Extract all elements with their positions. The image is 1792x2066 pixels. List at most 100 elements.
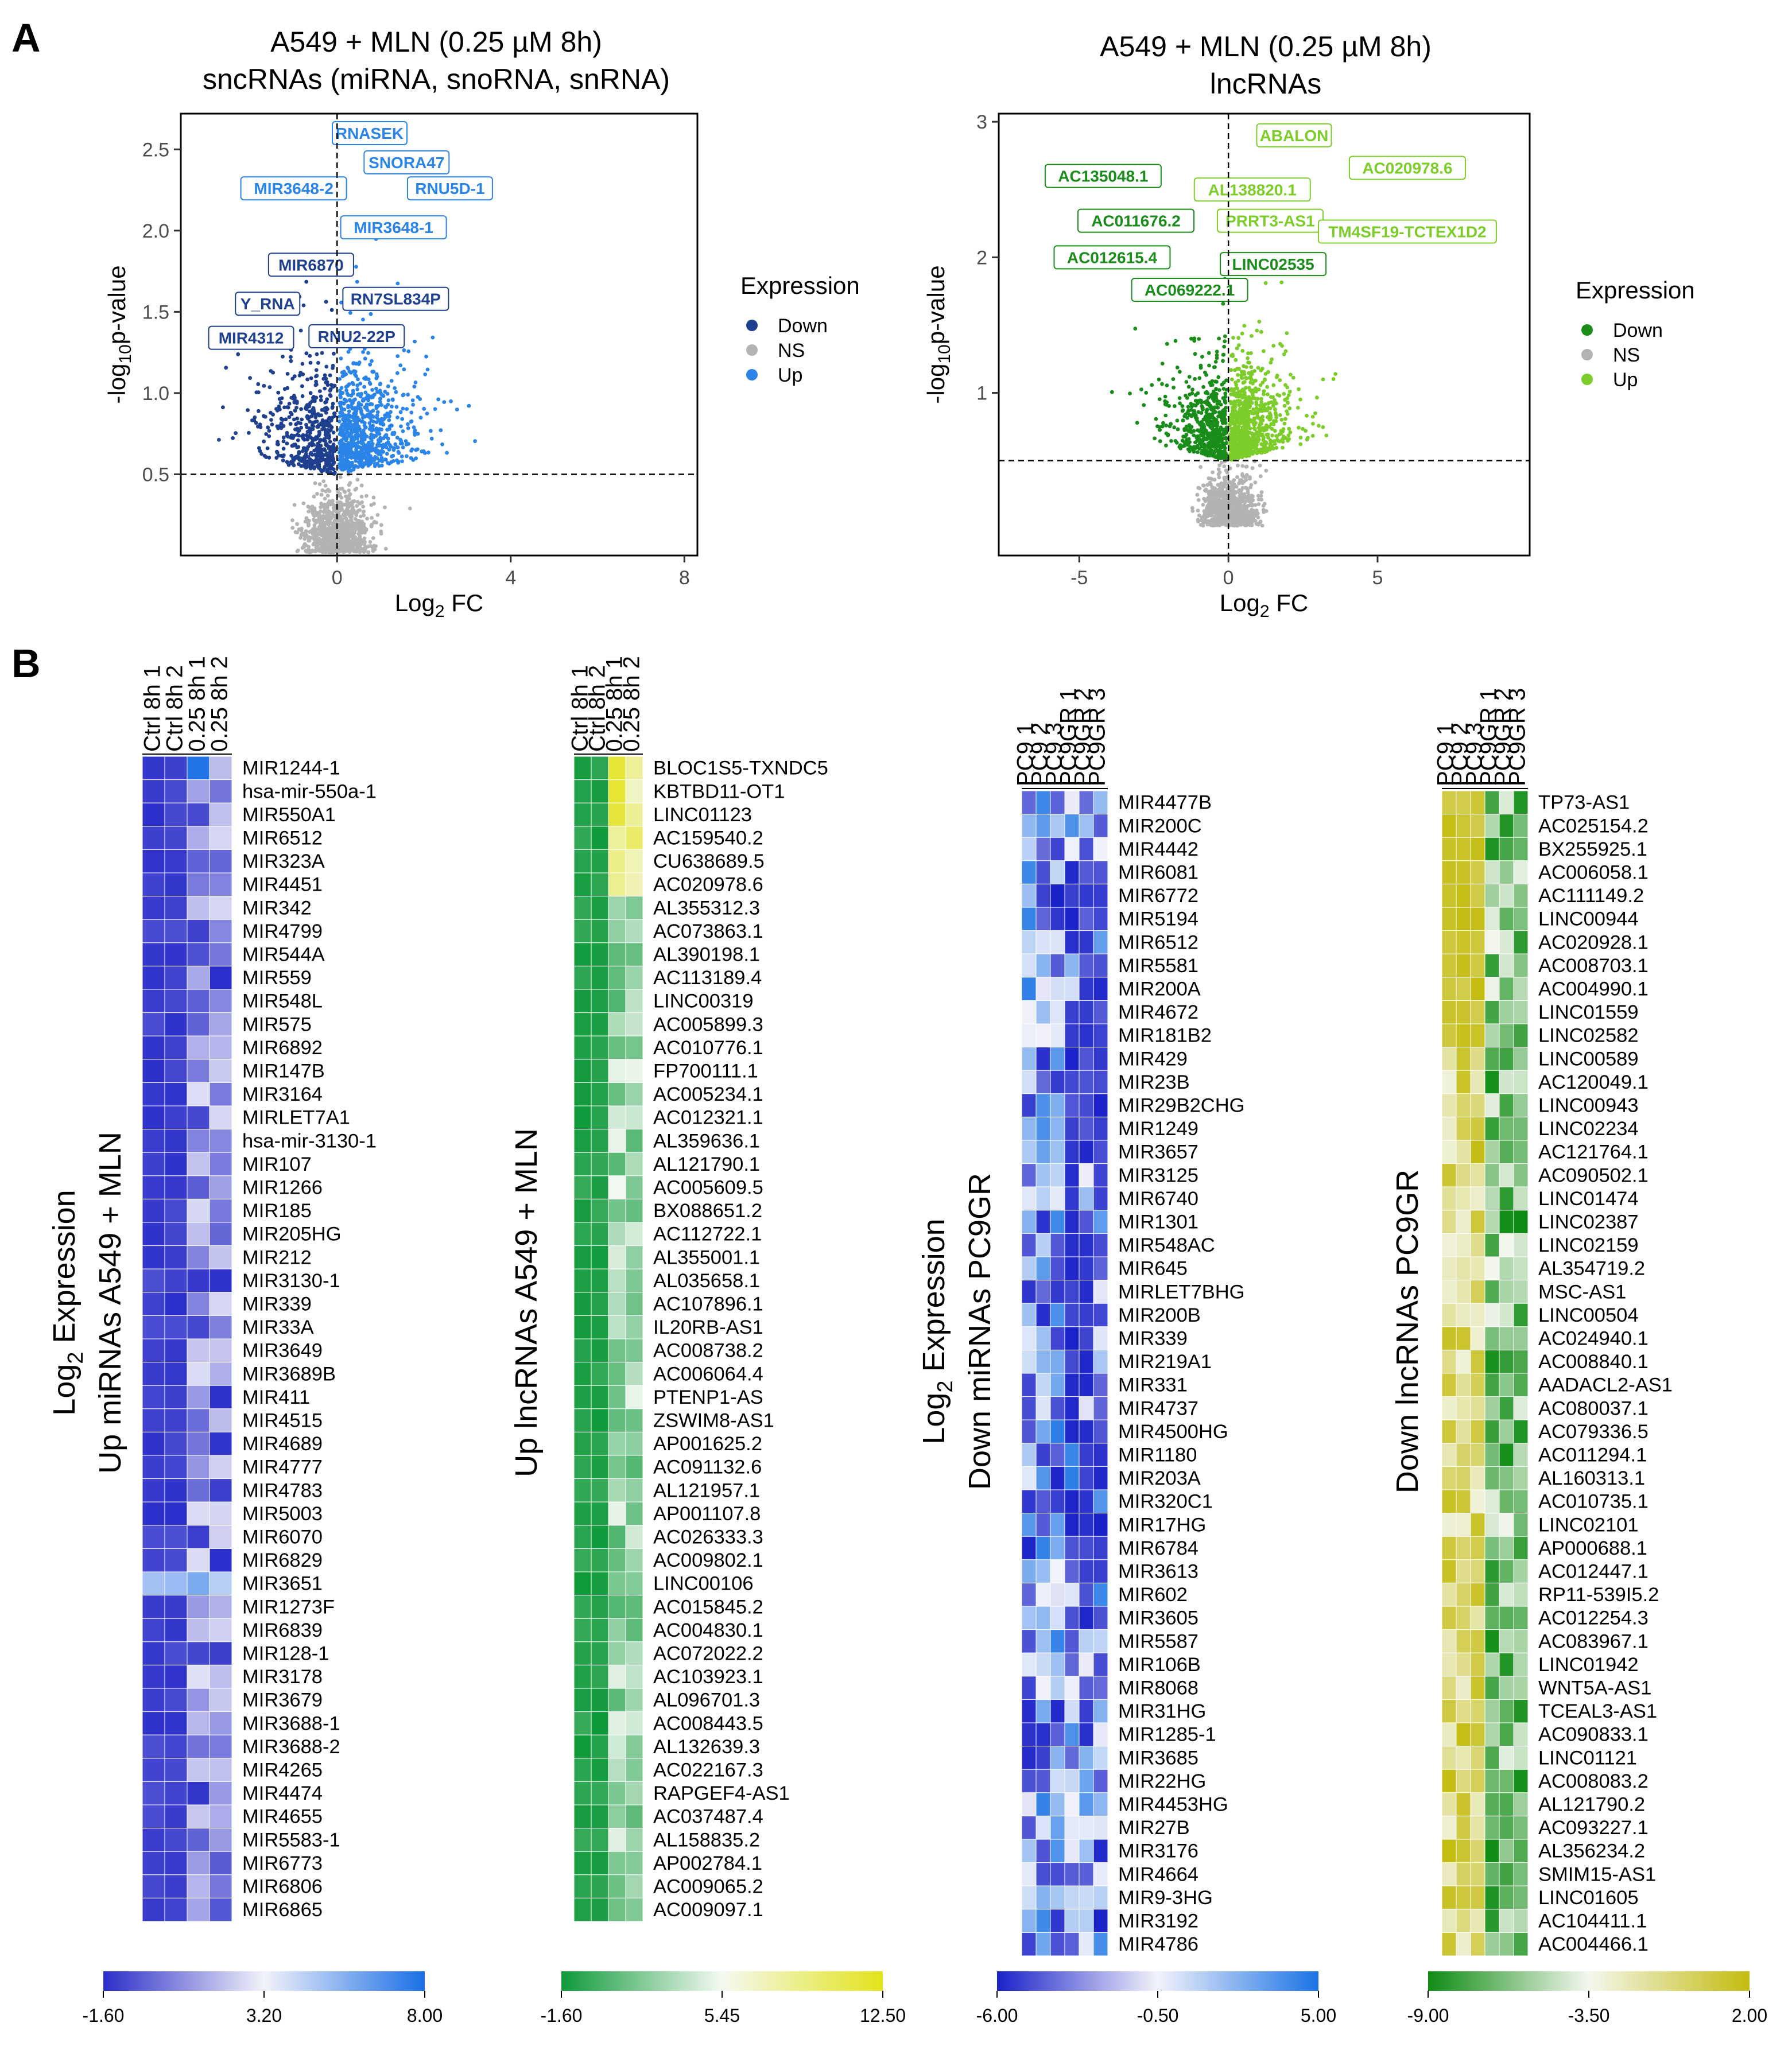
volcano-point <box>1240 401 1244 405</box>
heatmap-cell <box>591 1851 608 1875</box>
heatmap-cell <box>210 826 232 850</box>
heatmap-cell <box>210 1013 232 1036</box>
heatmap-cell <box>142 1828 165 1852</box>
volcano-point <box>1266 446 1270 451</box>
volcano-point <box>262 414 266 418</box>
volcano-point <box>1242 381 1246 385</box>
heatmap-row-label: AL355312.3 <box>653 897 760 919</box>
volcano-point <box>1234 358 1238 362</box>
heatmap-cell <box>187 1548 210 1572</box>
volcano-point <box>1206 522 1210 526</box>
heatmap-cell <box>591 1152 608 1176</box>
volcano-point <box>1239 478 1243 482</box>
volcano-point <box>374 387 378 391</box>
volcano-point <box>357 453 361 457</box>
volcano-point <box>1246 351 1250 355</box>
legend1-ns-swatch <box>746 344 758 356</box>
volcano-point <box>1311 434 1315 438</box>
volcano-point <box>340 411 344 415</box>
volcano-point <box>1260 433 1265 437</box>
volcano-point <box>354 362 358 366</box>
heatmap-cell <box>608 1665 626 1688</box>
volcano-point <box>1229 439 1233 443</box>
heatmap-cell <box>591 1525 608 1549</box>
volcano-point <box>345 519 349 523</box>
volcano-point <box>1299 436 1303 440</box>
volcano-point <box>1317 424 1321 428</box>
volcano-point <box>1251 451 1255 455</box>
heatmap-cell <box>165 1735 187 1758</box>
volcano-point <box>1245 486 1249 490</box>
heatmap-row-label: MIR6892 <box>242 1037 323 1059</box>
volcano-point <box>1233 401 1237 405</box>
volcano-point <box>363 435 367 439</box>
heatmap-cell <box>187 1059 210 1083</box>
volcano-point <box>1224 401 1228 405</box>
volcano-point <box>1250 372 1254 376</box>
volcano-point <box>1135 421 1139 425</box>
heatmap-cell <box>210 1781 232 1805</box>
volcano-point <box>1174 339 1178 343</box>
volcano-point <box>1199 366 1203 370</box>
volcano-point <box>1237 452 1241 456</box>
volcano-point <box>1269 438 1273 442</box>
volcano-point <box>1197 337 1201 341</box>
volcano-point <box>1278 378 1282 382</box>
volcano-point <box>339 487 343 491</box>
volcano-point <box>316 361 320 365</box>
heatmap-cell <box>591 943 608 966</box>
volcano-point <box>1201 431 1205 435</box>
heatmap-cell <box>187 1385 210 1409</box>
volcano-point <box>1311 422 1315 426</box>
volcano-point <box>401 445 405 449</box>
heatmap-cell <box>187 1665 210 1688</box>
heatmap-cell <box>608 943 626 966</box>
volcano-point <box>387 418 391 422</box>
volcano-point <box>1165 383 1169 387</box>
heatmap-cell <box>608 826 626 850</box>
volcano-point <box>1259 409 1263 413</box>
volcano-point <box>1244 478 1248 482</box>
heatmap-row-label: AL121790.1 <box>653 1154 760 1175</box>
volcano-point <box>1216 375 1220 379</box>
volcano-point <box>1239 514 1243 518</box>
volcano-point <box>1192 339 1196 343</box>
volcano-point <box>276 391 280 395</box>
volcano-point <box>257 446 261 450</box>
volcano-point <box>395 405 399 409</box>
volcano-point <box>246 408 250 412</box>
volcano-point <box>312 461 316 465</box>
volcano-point <box>405 407 409 411</box>
volcano-point <box>413 385 417 389</box>
heatmap-cell <box>187 1758 210 1782</box>
volcano-point <box>1200 355 1204 359</box>
heatmap-cell <box>608 1013 626 1036</box>
volcano-point <box>1313 411 1317 415</box>
volcano-point <box>1240 349 1244 353</box>
volcano-point <box>343 419 347 423</box>
volcano-point <box>411 403 415 407</box>
volcano-point <box>409 420 413 424</box>
volcano-point <box>1275 393 1279 397</box>
heatmap-row-label: AC113189.4 <box>653 967 762 989</box>
volcano-point <box>347 483 351 487</box>
volcano-point <box>1244 376 1248 380</box>
heatmap-cell <box>626 1618 643 1642</box>
volcano-point <box>1167 404 1171 408</box>
volcano-point <box>324 484 328 488</box>
volcano-point <box>1271 401 1275 405</box>
volcano-point <box>1222 495 1226 499</box>
annotation-label: RNU5D-1 <box>415 180 484 197</box>
heatmap-row-label: AC072022.2 <box>653 1643 763 1665</box>
volcano-point <box>1212 449 1216 453</box>
volcano-point <box>313 481 317 486</box>
heatmap-cell <box>142 1222 165 1246</box>
volcano-point <box>1242 454 1246 458</box>
heatmap-cell <box>608 1735 626 1758</box>
volcano-point <box>350 533 354 537</box>
heatmap-row-label: MIRLET7A1 <box>242 1107 350 1129</box>
volcano-point <box>289 422 293 426</box>
heatmap-cell <box>574 1292 591 1316</box>
volcano-point <box>1217 337 1221 341</box>
volcano-point <box>1161 421 1165 425</box>
